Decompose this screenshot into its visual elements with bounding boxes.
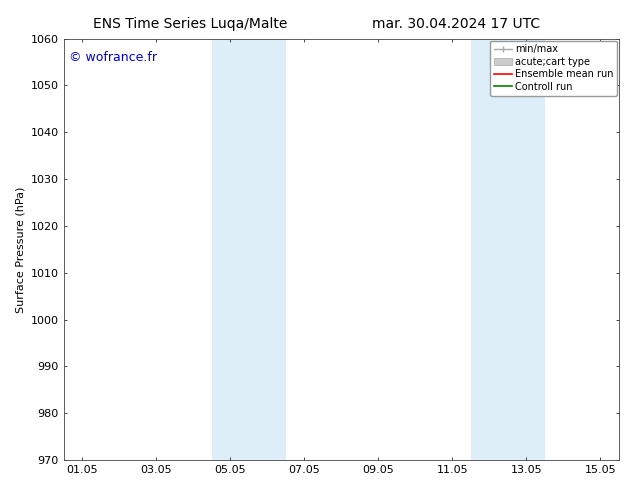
Text: © wofrance.fr: © wofrance.fr <box>69 51 157 64</box>
Text: ENS Time Series Luqa/Malte: ENS Time Series Luqa/Malte <box>93 17 287 31</box>
Bar <box>508 39 545 460</box>
Legend: min/max, acute;cart type, Ensemble mean run, Controll run: min/max, acute;cart type, Ensemble mean … <box>490 41 617 96</box>
Bar <box>471 39 508 460</box>
Y-axis label: Surface Pressure (hPa): Surface Pressure (hPa) <box>15 186 25 313</box>
Bar <box>212 39 249 460</box>
Bar <box>249 39 286 460</box>
Text: mar. 30.04.2024 17 UTC: mar. 30.04.2024 17 UTC <box>372 17 541 31</box>
